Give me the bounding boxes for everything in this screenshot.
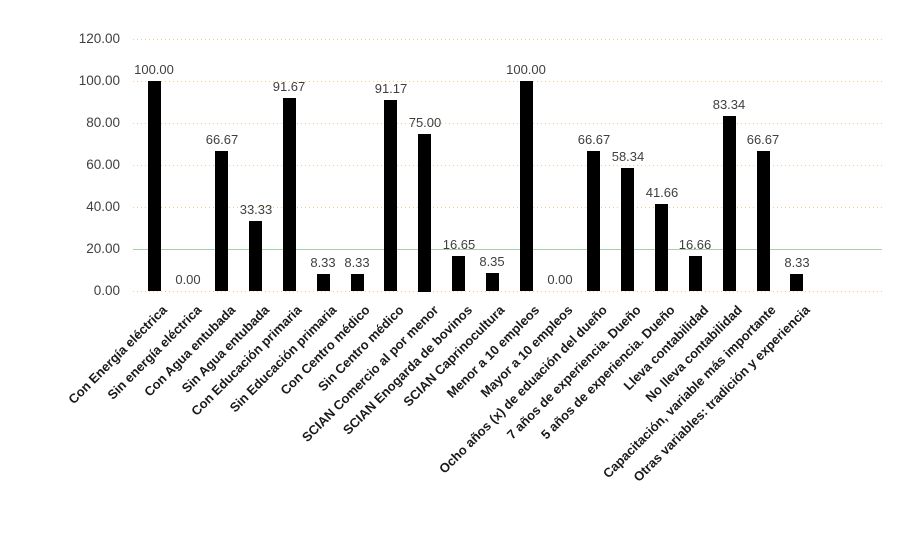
- bar-value-label: 16.65: [442, 237, 476, 252]
- bar: [384, 100, 397, 291]
- gridline-dotted: [133, 123, 882, 124]
- y-axis-tick-label: 20.00: [86, 241, 120, 256]
- gridline-dotted: [133, 81, 882, 82]
- bar: [587, 151, 600, 291]
- bar: [621, 168, 634, 291]
- bar: [351, 274, 364, 291]
- bar-value-label: 83.34: [712, 97, 746, 112]
- bar: [418, 134, 431, 292]
- y-axis-tick-label: 80.00: [86, 115, 120, 130]
- bar-value-label: 66.67: [746, 132, 780, 147]
- bar: [486, 273, 499, 291]
- bar-value-label: 0.00: [175, 272, 201, 287]
- bar: [215, 151, 228, 291]
- y-axis-tick-label: 60.00: [86, 157, 120, 172]
- bar: [317, 274, 330, 291]
- bar: [757, 151, 770, 291]
- bar: [452, 256, 465, 291]
- bar-value-label: 8.35: [479, 254, 505, 269]
- bar: [249, 221, 262, 291]
- y-axis-tick-label: 0.00: [93, 283, 120, 298]
- bar: [790, 274, 803, 291]
- bar: [283, 98, 296, 291]
- bar: [655, 204, 668, 291]
- bar-value-label: 58.34: [611, 149, 645, 164]
- bar: [148, 81, 161, 291]
- bar-value-label: 8.33: [310, 255, 336, 270]
- bar: [689, 256, 702, 291]
- y-axis-tick-label: 120.00: [78, 31, 120, 46]
- bar-value-label: 100.00: [506, 62, 546, 77]
- bar-value-label: 91.17: [374, 81, 408, 96]
- y-axis-tick-label: 40.00: [86, 199, 120, 214]
- gridline-dotted: [133, 39, 882, 40]
- bar-value-label: 16.66: [678, 237, 712, 252]
- gridline-dotted: [133, 291, 882, 292]
- bar-value-label: 75.00: [408, 115, 442, 130]
- bar-value-label: 66.67: [577, 132, 611, 147]
- y-axis-tick-label: 100.00: [78, 73, 120, 88]
- bar-value-label: 100.00: [134, 62, 174, 77]
- bar-value-label: 8.33: [344, 255, 370, 270]
- bar-value-label: 0.00: [547, 272, 573, 287]
- bar-value-label: 8.33: [784, 255, 810, 270]
- bar: [520, 81, 533, 291]
- bar: [723, 116, 736, 291]
- gridline-dotted: [133, 165, 882, 166]
- bar-value-label: 66.67: [205, 132, 239, 147]
- gridline-solid-green: [133, 249, 882, 250]
- bar-value-label: 41.66: [645, 185, 679, 200]
- bar-value-label: 33.33: [239, 202, 273, 217]
- gridline-dotted: [133, 207, 882, 208]
- bar-value-label: 91.67: [272, 79, 306, 94]
